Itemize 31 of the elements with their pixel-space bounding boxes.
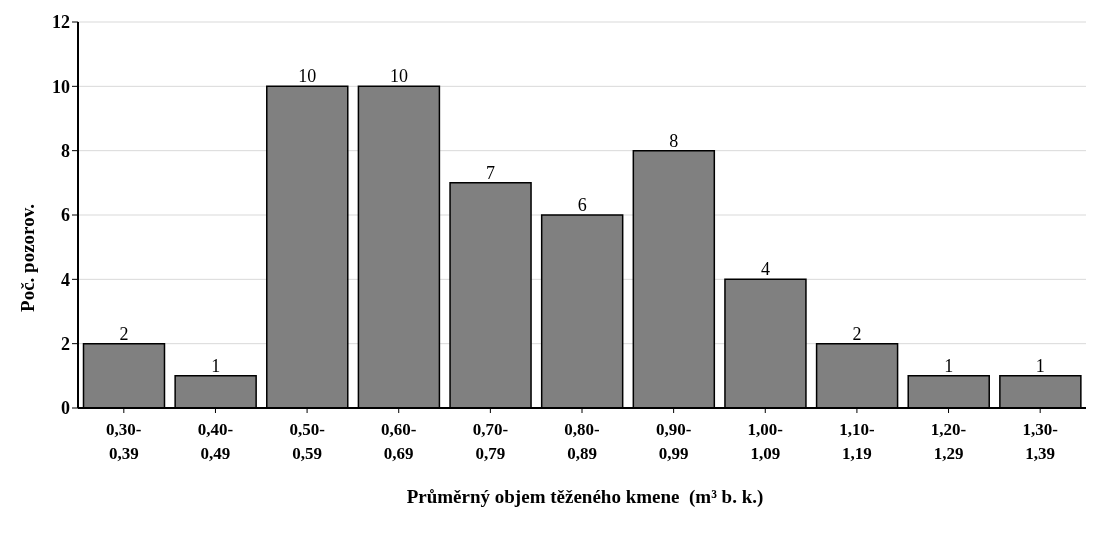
x-tick-label: 0,30-0,39 [106,420,142,463]
data-label: 10 [298,66,317,87]
y-tick-label: 8 [61,141,70,162]
data-label: 2 [852,323,862,344]
x-tick-label: 0,50-0,59 [289,420,326,463]
data-label: 7 [486,162,496,183]
x-tick-label: 1,20-1,29 [930,420,967,463]
y-tick-label: 2 [61,334,70,355]
y-tick-label: 0 [61,398,70,419]
data-label: 4 [760,259,770,280]
x-axis-title: Průměrný objem těženého kmene (m³ b. k.) [405,486,765,508]
x-tick-label: 0,80-0,89 [564,420,601,463]
x-tick-label: 0,90-0,99 [655,420,692,463]
data-label: 1 [211,355,221,376]
y-tick-label: 10 [52,76,70,97]
x-tick-label: 0,40-0,49 [197,420,234,463]
data-label: 1 [1035,355,1045,376]
data-label: 1 [944,355,954,376]
y-tick-label: 4 [61,269,70,290]
data-label: 2 [119,323,129,344]
x-tick-label: 1,30-1,39 [1022,420,1059,463]
x-tick-label: 1,10-1,19 [839,420,875,463]
x-tick-label: 0,60-0,69 [381,420,417,463]
y-tick-label: 6 [61,205,70,226]
data-label: 8 [669,130,679,151]
data-label: 6 [577,195,587,215]
y-tick-label: 12 [52,12,70,33]
x-tick-label: 1,00-1,09 [747,420,784,463]
data-label: 10 [389,66,408,87]
y-axis-title: Poč. pozorov. [17,204,39,312]
x-tick-label: 0,70-0,79 [472,420,509,463]
